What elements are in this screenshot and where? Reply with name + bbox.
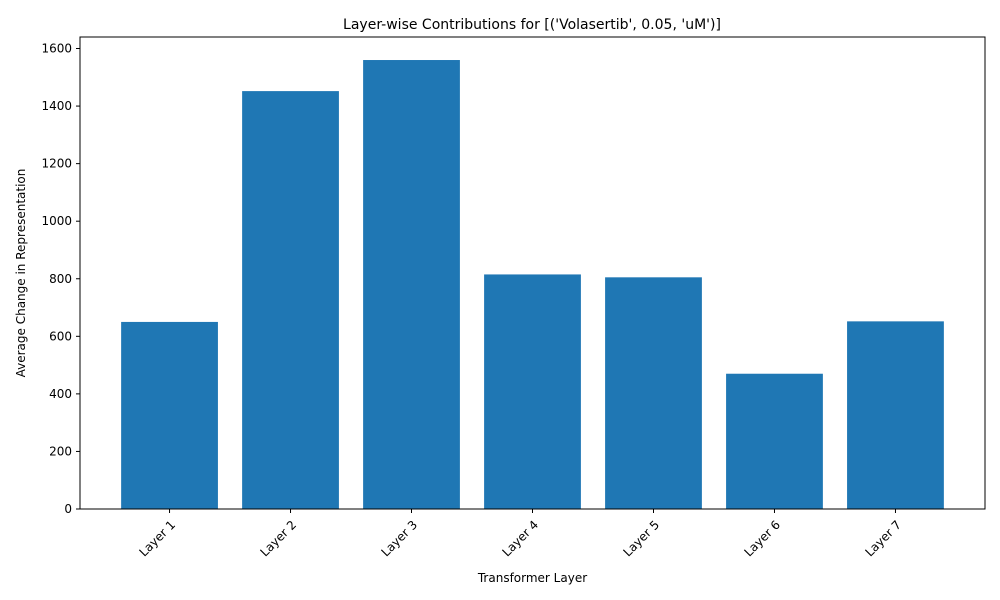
y-tick-label: 200	[49, 444, 72, 458]
bar-1	[121, 321, 218, 509]
bar-2	[242, 91, 339, 510]
y-axis-ticks: 0 200 400 600 800 1000 1200 1400 1600	[41, 42, 80, 516]
y-tick-label: 1200	[41, 157, 72, 171]
bar-7	[847, 321, 944, 509]
y-tick-label: 0	[64, 502, 72, 516]
bar-5	[605, 277, 702, 509]
y-axis-label: Average Change in Representation	[14, 169, 28, 378]
chart-title: Layer-wise Contributions for [('Volasert…	[343, 17, 721, 33]
x-tick-label: Layer 4	[499, 518, 541, 560]
x-tick-label: Layer 3	[378, 518, 420, 560]
x-tick-label: Layer 7	[862, 518, 904, 560]
y-tick-label: 1400	[41, 99, 72, 113]
bars-group	[121, 60, 944, 510]
x-axis-label: Transformer Layer	[477, 571, 587, 585]
y-tick-label: 1000	[41, 214, 72, 228]
x-tick-label: Layer 2	[257, 518, 299, 560]
bar-3	[363, 60, 460, 510]
x-tick-label: Layer 6	[741, 518, 783, 560]
x-tick-label: Layer 5	[620, 518, 662, 560]
y-tick-label: 800	[49, 272, 72, 286]
y-tick-label: 400	[49, 387, 72, 401]
bar-6	[726, 373, 823, 509]
x-axis-ticks: Layer 1 Layer 2 Layer 3 Layer 4 Layer 5 Layer…	[136, 509, 904, 559]
x-tick-label: Layer 1	[136, 518, 178, 560]
plot-frame	[79, 36, 986, 510]
y-tick-label: 1600	[41, 42, 72, 56]
y-tick-label: 600	[49, 329, 72, 343]
bar-4	[484, 274, 581, 509]
